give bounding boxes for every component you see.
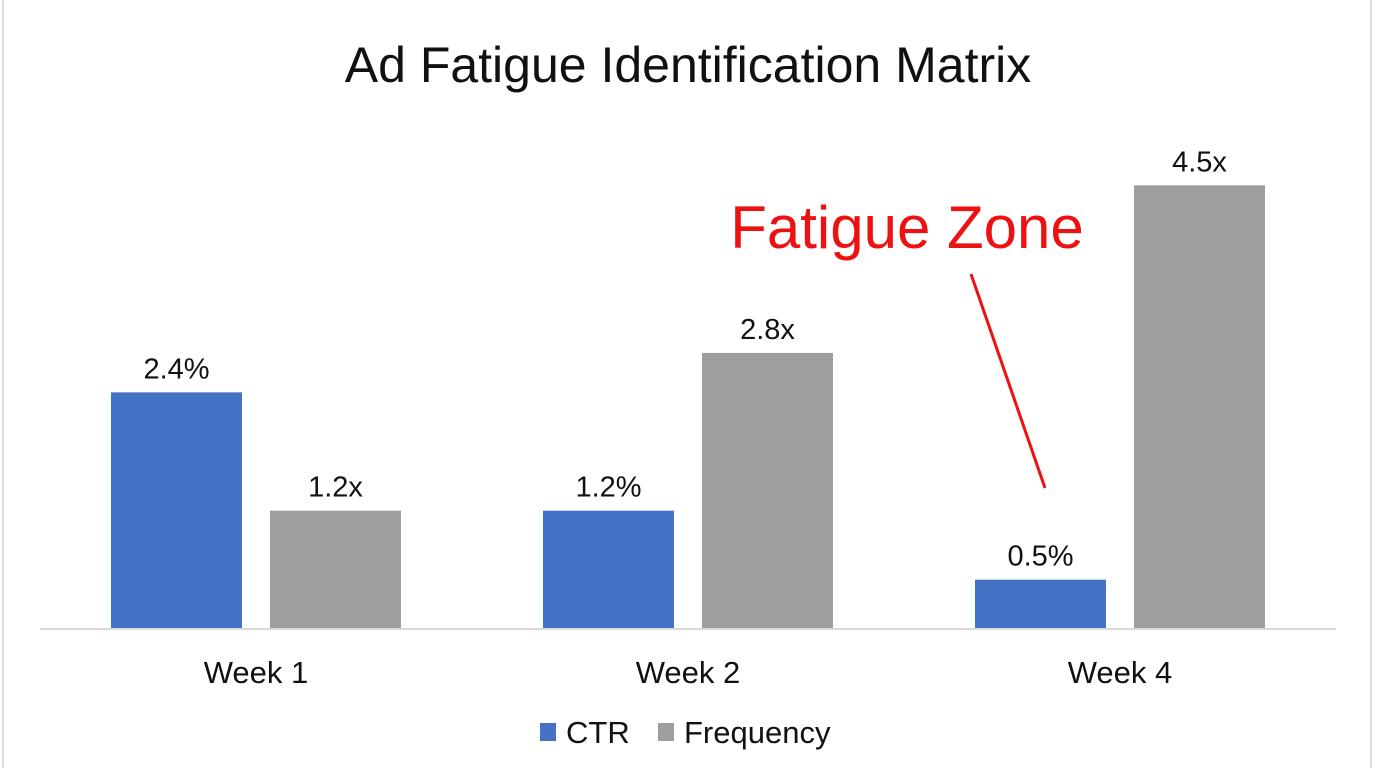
chart-title: Ad Fatigue Identification Matrix xyxy=(345,37,1031,93)
legend-label-frequency: Frequency xyxy=(684,715,831,750)
data-label-frequency-2: 2.8x xyxy=(740,314,795,346)
x-tick-label: Week 2 xyxy=(636,655,741,690)
annotation-pointer-line xyxy=(969,273,1047,489)
legend-swatch-ctr xyxy=(540,723,556,741)
bar-frequency-3 xyxy=(1134,185,1265,630)
x-tick-label: Week 1 xyxy=(204,655,309,690)
legend-swatch-frequency xyxy=(658,723,674,741)
bar-frequency-1 xyxy=(270,510,401,629)
bar-ctr-2 xyxy=(543,510,674,629)
data-label-ctr-3: 0.5% xyxy=(1007,541,1073,573)
annotation-label: Fatigue Zone xyxy=(730,194,1084,261)
bar-ctr-3 xyxy=(975,579,1106,629)
legend-label-ctr: CTR xyxy=(566,715,630,750)
data-label-frequency-3: 4.5x xyxy=(1172,146,1227,178)
data-label-ctr-2: 1.2% xyxy=(575,472,641,504)
x-tick-label: Week 4 xyxy=(1068,655,1173,690)
bar-frequency-2 xyxy=(702,352,833,629)
bar-ctr-1 xyxy=(111,392,242,629)
data-label-frequency-1: 1.2x xyxy=(308,472,363,504)
data-label-ctr-1: 2.4% xyxy=(143,353,209,385)
